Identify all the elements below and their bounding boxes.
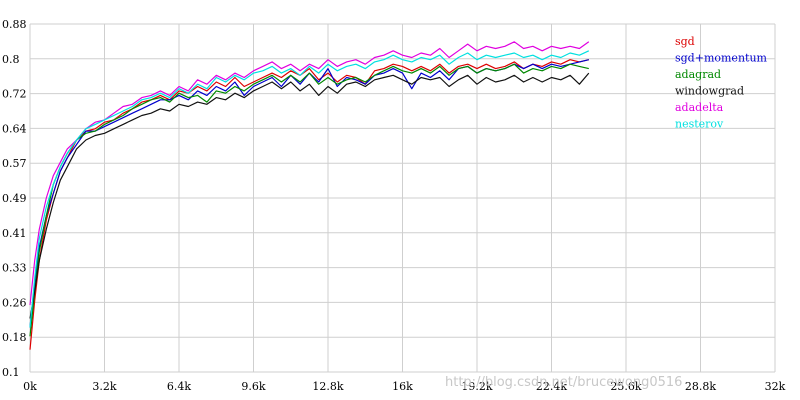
x-tick-label: 19.2k bbox=[461, 380, 492, 393]
y-tick-label: 0.57 bbox=[2, 157, 27, 170]
series-line-adadelta bbox=[29, 41, 590, 306]
series-line-windowgrad bbox=[29, 72, 590, 319]
legend-entry: sgd bbox=[675, 35, 695, 48]
series-line-adagrad bbox=[29, 63, 589, 337]
y-tick-label: 0.41 bbox=[2, 227, 27, 240]
x-tick-label: 28.8k bbox=[685, 380, 716, 393]
legend-entry: nesterov bbox=[675, 118, 724, 131]
x-tick-label: 25.6k bbox=[610, 380, 641, 393]
y-tick-label: 0.88 bbox=[2, 18, 27, 31]
legend-entry: windowgrad bbox=[675, 85, 744, 98]
legend-entry: sgd+momentum bbox=[675, 52, 768, 65]
y-tick-label: 0.26 bbox=[2, 296, 27, 309]
legend-entry: adagrad bbox=[675, 68, 721, 81]
x-tick-label: 32k bbox=[765, 380, 786, 393]
series-line-nesterov bbox=[29, 50, 590, 328]
series-lines bbox=[29, 41, 590, 350]
y-tick-label: 0.72 bbox=[2, 88, 27, 101]
y-tick-label: 0.1 bbox=[2, 366, 20, 379]
series-line-sgd bbox=[29, 59, 589, 350]
x-tick-label: 22.4k bbox=[536, 380, 567, 393]
x-axis-ticks: 0k 3.2k 6.4k 9.6k 12.8k 16k 19.2k 22.4k 25.6k 28.… bbox=[23, 380, 785, 393]
y-axis-ticks: 0.1 0.18 0.26 0.33 0.41 0.49 0.57 0.64 0.72 0.8 0.… bbox=[2, 18, 27, 379]
x-tick-label: 3.2k bbox=[92, 380, 116, 393]
y-tick-label: 0.64 bbox=[2, 122, 27, 135]
y-tick-label: 0.49 bbox=[2, 192, 27, 205]
y-tick-label: 0.18 bbox=[2, 331, 27, 344]
x-tick-label: 6.4k bbox=[167, 380, 191, 393]
x-tick-label: 0k bbox=[23, 380, 37, 393]
legend: sgd sgd+momentum adagrad windowgrad adadelta… bbox=[675, 35, 768, 131]
watermark-text: http://blog.csdn.net/brucewong0516 bbox=[445, 375, 682, 390]
grid bbox=[29, 23, 776, 373]
x-tick-label: 9.6k bbox=[241, 380, 265, 393]
legend-entry: adadelta bbox=[675, 101, 724, 114]
x-tick-label: 12.8k bbox=[312, 380, 343, 393]
series-line-sgd-momentum bbox=[29, 59, 589, 328]
x-tick-label: 16k bbox=[392, 380, 413, 393]
y-tick-label: 0.8 bbox=[2, 53, 20, 66]
y-tick-label: 0.33 bbox=[2, 262, 27, 275]
